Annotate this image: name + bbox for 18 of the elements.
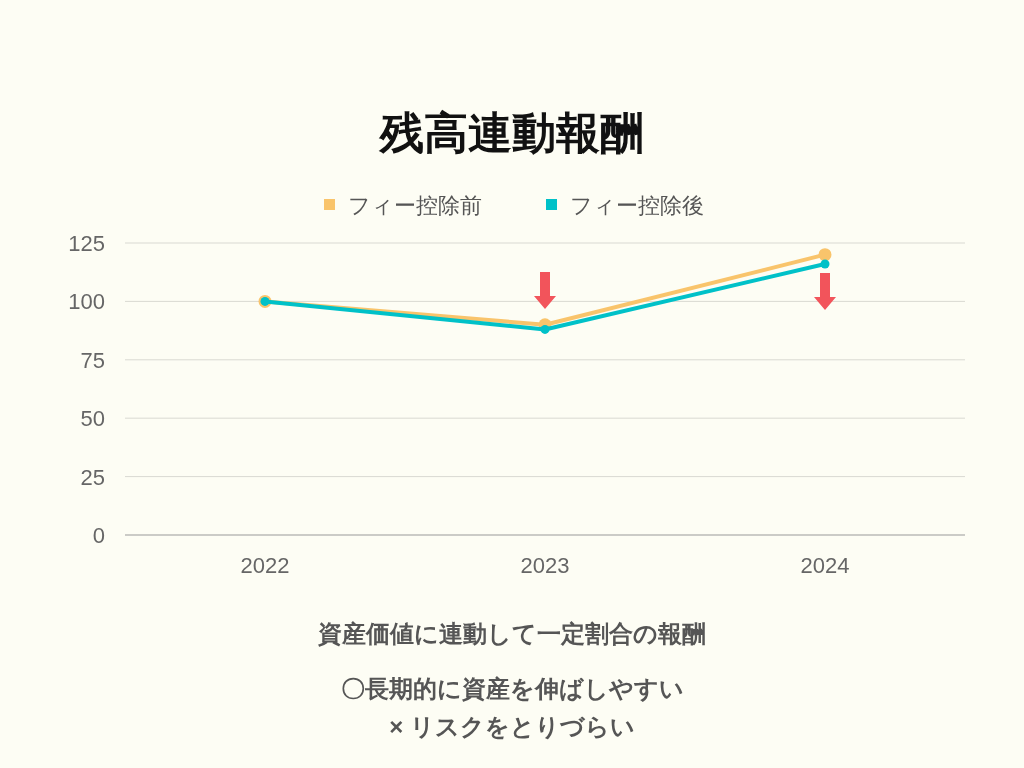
- chart-title: 残高連動報酬: [378, 108, 644, 157]
- y-tick-label: 75: [80, 347, 105, 373]
- x-tick-label: 2022: [240, 553, 290, 578]
- x-tick-label: 2024: [800, 553, 850, 578]
- legend-label: フィー控除後: [570, 193, 704, 218]
- y-tick-label: 125: [68, 231, 105, 256]
- text: 資産価値に連動して一定割合の報酬: [317, 620, 706, 647]
- legend-label: フィー控除前: [348, 193, 482, 218]
- x-tick-label: 2023: [520, 553, 570, 578]
- y-tick-label: 50: [80, 406, 105, 432]
- point: [818, 248, 832, 262]
- text: × リスクをとりづらい: [389, 713, 635, 740]
- y-tick-label: 0: [92, 523, 105, 548]
- point: [820, 259, 830, 269]
- y-tick-label: 25: [80, 464, 105, 490]
- y-tick-label: 100: [68, 289, 105, 315]
- point: [540, 324, 550, 334]
- text: 〇長期的に資産を伸ばしやすい: [340, 675, 684, 702]
